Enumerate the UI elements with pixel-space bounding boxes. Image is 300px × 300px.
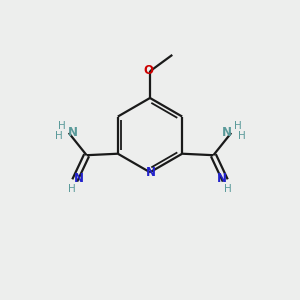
Text: O: O xyxy=(143,64,154,77)
Text: N: N xyxy=(222,126,233,140)
Text: N: N xyxy=(74,172,84,185)
Text: H: H xyxy=(238,131,245,142)
Text: H: H xyxy=(234,122,242,131)
Text: H: H xyxy=(68,184,76,194)
Text: H: H xyxy=(58,122,66,131)
Text: N: N xyxy=(216,172,226,185)
Text: H: H xyxy=(224,184,232,194)
Text: N: N xyxy=(68,126,78,140)
Text: H: H xyxy=(55,131,62,142)
Text: N: N xyxy=(146,167,156,179)
